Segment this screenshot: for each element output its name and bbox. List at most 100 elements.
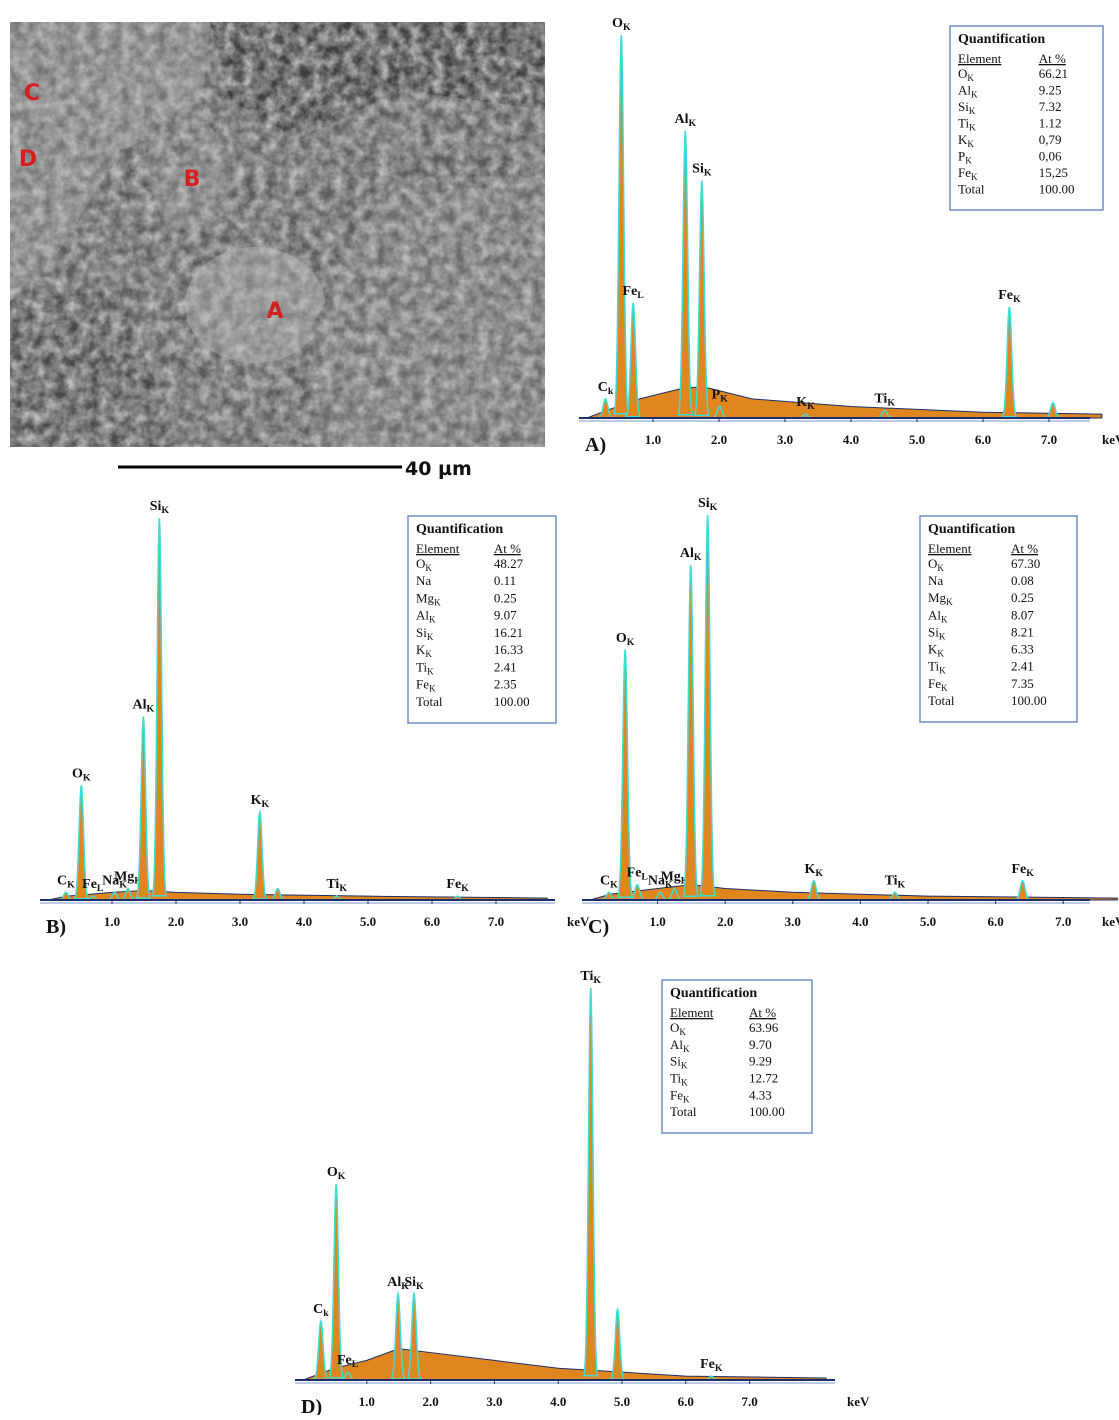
element-label: AlK	[133, 698, 155, 715]
element-line: L	[637, 290, 644, 301]
element-label: NaK	[102, 873, 127, 890]
x-tick-label: 7.0	[1041, 432, 1057, 447]
table-header: Element	[670, 1005, 714, 1020]
element-label: AlK	[680, 546, 702, 563]
x-tick-label: 7.0	[488, 914, 504, 929]
element-line: K	[710, 502, 718, 513]
element-label: FeL	[623, 284, 645, 301]
element-symbol: Si	[928, 624, 939, 639]
table-value: 0.25	[494, 590, 517, 605]
x-tick-label: 5.0	[614, 1394, 630, 1409]
panel-label: D)	[301, 1396, 322, 1415]
table-value: 2.41	[494, 659, 517, 674]
element-label: TiK	[885, 873, 906, 890]
element-line: k	[608, 386, 614, 397]
peak	[121, 887, 135, 901]
peak	[1045, 401, 1061, 419]
element-label: SiK	[404, 1275, 424, 1292]
element-symbol: Fe	[928, 676, 941, 691]
x-axis-label: keV	[1102, 914, 1119, 929]
element-symbol: Fe	[82, 877, 97, 892]
peak	[693, 180, 710, 417]
element-line: L	[641, 872, 648, 883]
peak	[625, 302, 642, 418]
peak	[151, 517, 167, 897]
element-label: FeL	[82, 877, 104, 894]
element-symbol: O	[612, 16, 623, 31]
element-line: K	[898, 879, 906, 890]
x-tick-label: 7.0	[741, 1394, 757, 1409]
element-symbol: Fe	[958, 165, 971, 180]
peak	[270, 887, 285, 901]
table-value: 9.25	[1039, 83, 1062, 98]
element-line: K	[1013, 294, 1021, 305]
element-line: K	[971, 172, 978, 182]
table-title: Quantification	[958, 32, 1045, 47]
element-symbol: Si	[698, 496, 710, 511]
element-line: K	[427, 632, 434, 642]
element-symbol: Si	[404, 1275, 416, 1290]
element-symbol: C	[598, 380, 608, 395]
element-label: FeL	[627, 866, 649, 883]
element-label: FeK	[928, 676, 948, 693]
element-symbol: Al	[928, 607, 941, 622]
element-line: K	[434, 597, 441, 607]
element-line: K	[665, 879, 673, 890]
scale-bar-label: 40 µm	[405, 458, 472, 480]
table-value: 9.07	[494, 608, 517, 623]
x-tick-label: 7.0	[1055, 914, 1071, 929]
element-label: SiK	[670, 1054, 688, 1071]
element-line: K	[119, 879, 127, 890]
table-value: 66.21	[1039, 66, 1068, 81]
table-value: 7.32	[1039, 99, 1062, 114]
element-line: K	[971, 90, 978, 100]
element-line: K	[681, 1078, 688, 1088]
x-tick-label: 3.0	[232, 914, 248, 929]
element-symbol: Fe	[446, 877, 461, 892]
peak	[1015, 879, 1030, 901]
element-symbol: K	[251, 793, 262, 808]
element-symbol: O	[958, 66, 967, 81]
element-label: FeK	[416, 677, 436, 694]
element-label: TiK	[928, 659, 946, 676]
table-value: 2.41	[1011, 659, 1034, 674]
element-label: Na	[416, 573, 431, 588]
element-label: OK	[327, 1165, 346, 1182]
x-tick-label: 3.0	[486, 1394, 502, 1409]
x-axis-label: keV	[567, 914, 590, 929]
element-symbol: Ti	[416, 659, 427, 674]
element-label: SiK	[416, 625, 434, 642]
element-symbol: Al	[675, 112, 689, 127]
element-line: K	[937, 649, 944, 659]
element-line: K	[147, 704, 155, 715]
element-label: Na	[928, 573, 943, 588]
element-label: OK	[670, 1020, 686, 1037]
element-label: Total	[928, 693, 955, 708]
table-header: Element	[958, 51, 1002, 66]
table-value: 7.35	[1011, 676, 1034, 691]
element-label: SiK	[150, 499, 170, 516]
element-line: K	[425, 563, 432, 573]
spectrum-panel: CKOKFeLNaKMgKAlKSiKKKTiKFeK1.02.03.04.05…	[582, 496, 1119, 938]
panel-label: C)	[588, 916, 609, 938]
element-symbol: Ti	[928, 659, 939, 674]
table-header: Element	[416, 541, 460, 556]
element-symbol: Al	[958, 83, 971, 98]
element-line: K	[67, 879, 75, 890]
x-tick-label: 6.0	[678, 1394, 694, 1409]
sem-label: C	[24, 81, 40, 106]
element-symbol: Ti	[580, 969, 593, 984]
element-symbol: Ti	[885, 873, 898, 888]
element-label: PK	[958, 149, 972, 166]
background-continuum	[302, 1348, 827, 1381]
element-line: K	[941, 683, 948, 693]
element-line: K	[416, 1281, 424, 1292]
element-label: FeK	[1011, 862, 1034, 879]
element-symbol: Al	[387, 1275, 401, 1290]
element-symbol: C	[600, 873, 610, 888]
element-label: KK	[416, 642, 432, 659]
element-symbol: Al	[416, 608, 429, 623]
element-symbol: Si	[692, 162, 704, 177]
element-line: K	[429, 615, 436, 625]
